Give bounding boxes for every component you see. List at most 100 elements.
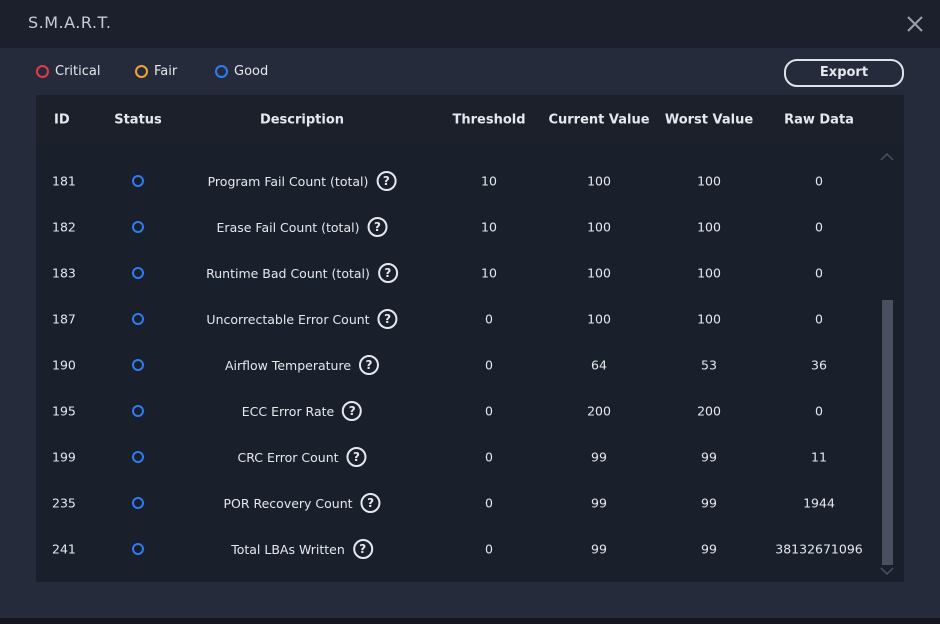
description-text: ECC Error Rate	[241, 403, 335, 419]
value-cell: 100	[697, 173, 721, 189]
bottom-edge	[0, 618, 940, 624]
help-icon[interactable]: ?	[359, 355, 380, 375]
value-cell: 53	[701, 357, 717, 373]
description-cell: Total LBAs Written?	[231, 539, 373, 559]
legend-good: Good	[215, 64, 268, 79]
help-icon[interactable]: ?	[377, 263, 398, 283]
status-icon	[132, 405, 144, 417]
id-cell: 187	[52, 311, 76, 327]
value-cell: 0	[485, 311, 493, 327]
title-bar	[0, 0, 940, 48]
value-cell: 200	[587, 403, 611, 419]
help-icon[interactable]: ?	[376, 171, 397, 191]
status-icon	[132, 175, 144, 187]
description-cell: Uncorrectable Error Count?	[206, 309, 398, 329]
value-cell: 10	[481, 173, 497, 189]
value-cell: 100	[697, 311, 721, 327]
value-cell: 0	[485, 449, 493, 465]
id-cell: 183	[52, 265, 76, 281]
legend-label: Good	[234, 64, 269, 79]
description-text: Airflow Temperature	[224, 357, 352, 373]
value-cell: 38132671096	[775, 541, 863, 557]
value-cell: 0	[815, 311, 823, 327]
description-text: Program Fail Count (total)	[207, 173, 369, 189]
status-icon	[132, 543, 144, 555]
status-icon	[132, 497, 144, 509]
scrollbar[interactable]	[878, 150, 898, 580]
description-text: Total LBAs Written	[231, 541, 345, 557]
value-cell: 99	[591, 495, 607, 511]
description-cell: Erase Fail Count (total)?	[217, 217, 388, 237]
id-cell: 195	[52, 403, 76, 419]
id-cell: 190	[52, 357, 76, 373]
value-cell: 0	[815, 265, 823, 281]
value-cell: 0	[815, 403, 823, 419]
value-cell: 200	[697, 403, 721, 419]
column-header: Worst Value	[664, 112, 754, 128]
description-cell: POR Recovery Count?	[223, 493, 381, 513]
help-icon[interactable]: ?	[367, 217, 388, 237]
value-cell: 64	[591, 357, 607, 373]
close-button[interactable]	[905, 14, 925, 34]
status-icon	[132, 267, 144, 279]
description-cell: ECC Error Rate?	[241, 401, 363, 421]
status-icon	[132, 221, 144, 233]
value-cell: 0	[485, 403, 493, 419]
value-cell: 100	[697, 265, 721, 281]
id-cell: 235	[52, 495, 76, 511]
critical-icon	[36, 65, 49, 78]
help-icon[interactable]: ?	[352, 539, 373, 559]
column-header: Current Value	[548, 112, 650, 128]
help-icon[interactable]: ?	[360, 493, 381, 513]
id-cell: 241	[52, 541, 76, 557]
legend-fair: Fair	[135, 64, 177, 79]
help-icon[interactable]: ?	[342, 401, 363, 421]
description-text: CRC Error Count	[237, 449, 339, 465]
value-cell: 99	[591, 541, 607, 557]
value-cell: 99	[591, 449, 607, 465]
value-cell: 0	[815, 173, 823, 189]
value-cell: 100	[587, 265, 611, 281]
description-cell: CRC Error Count?	[237, 447, 367, 467]
value-cell: 0	[485, 357, 493, 373]
column-header: Description	[259, 112, 345, 128]
status-icon	[132, 313, 144, 325]
column-header: Status	[114, 112, 162, 128]
id-cell: 182	[52, 219, 76, 235]
description-cell: Runtime Bad Count (total)?	[206, 263, 398, 283]
value-cell: 100	[697, 219, 721, 235]
description-text: Erase Fail Count (total)	[216, 219, 360, 235]
help-icon[interactable]: ?	[377, 309, 398, 329]
value-cell: 10	[481, 265, 497, 281]
value-cell: 0	[815, 219, 823, 235]
value-cell: 99	[701, 495, 717, 511]
column-header: Raw Data	[784, 112, 854, 128]
description-cell: Program Fail Count (total)?	[208, 171, 397, 191]
legend-critical: Critical	[36, 64, 100, 79]
value-cell: 0	[485, 495, 493, 511]
id-cell: 181	[52, 173, 76, 189]
export-button[interactable]: Export	[784, 59, 904, 87]
help-icon[interactable]: ?	[346, 447, 367, 467]
value-cell: 10	[481, 219, 497, 235]
value-cell: 99	[701, 449, 717, 465]
legend-label: Critical	[55, 64, 101, 79]
status-icon	[132, 359, 144, 371]
value-cell: 99	[701, 541, 717, 557]
column-header: Threshold	[452, 112, 526, 128]
good-icon	[215, 65, 228, 78]
column-header: ID	[54, 112, 70, 128]
legend-label: Fair	[154, 64, 178, 79]
value-cell: 100	[587, 311, 611, 327]
table-header	[36, 95, 904, 145]
dialog-title: S.M.A.R.T.	[28, 13, 112, 32]
description-text: Uncorrectable Error Count	[206, 311, 370, 327]
value-cell: 0	[485, 541, 493, 557]
fair-icon	[135, 65, 148, 78]
description-text: Runtime Bad Count (total)	[206, 265, 370, 281]
value-cell: 100	[587, 173, 611, 189]
value-cell: 1944	[803, 495, 835, 511]
value-cell: 100	[587, 219, 611, 235]
table	[36, 95, 904, 582]
